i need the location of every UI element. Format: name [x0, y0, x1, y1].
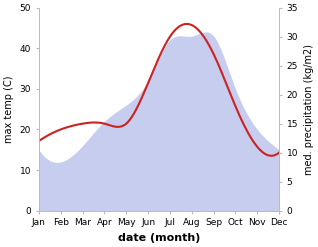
X-axis label: date (month): date (month) — [118, 233, 200, 243]
Y-axis label: max temp (C): max temp (C) — [4, 75, 14, 143]
Y-axis label: med. precipitation (kg/m2): med. precipitation (kg/m2) — [304, 44, 314, 175]
